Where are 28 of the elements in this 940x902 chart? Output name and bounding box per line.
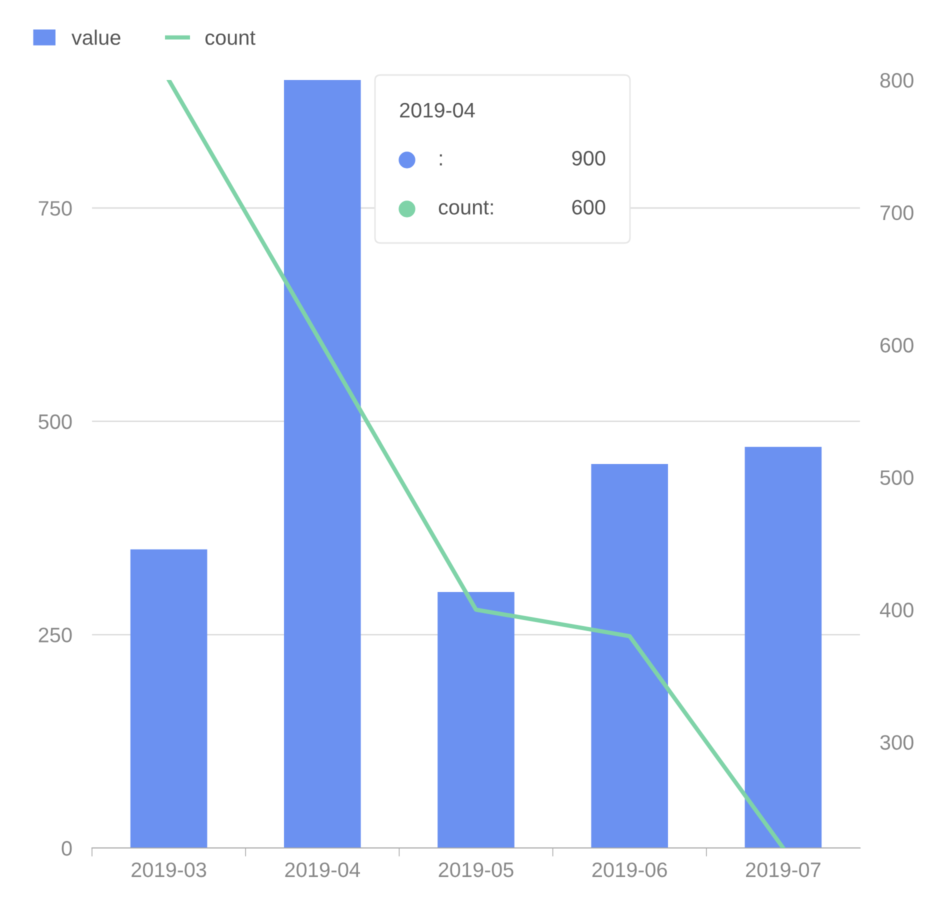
y2-tick-label: 500 bbox=[880, 470, 914, 485]
annotation: 900 bbox=[572, 150, 606, 166]
x-tick-label: 2019-04 bbox=[285, 862, 360, 878]
y2-tick-label: 400 bbox=[880, 602, 914, 618]
bar bbox=[744, 446, 822, 848]
y-tick-label: 500 bbox=[38, 414, 72, 430]
legend-label: value bbox=[72, 30, 120, 45]
bar bbox=[130, 549, 208, 848]
annotation: 600 bbox=[572, 200, 606, 215]
annotation: count: bbox=[438, 200, 493, 215]
y-tick-label: 750 bbox=[38, 201, 72, 216]
line-series bbox=[166, 80, 786, 848]
y2-tick-label: 300 bbox=[880, 735, 914, 750]
y2-tick-label: 600 bbox=[880, 338, 914, 353]
x-tick-label: 2019-07 bbox=[746, 862, 820, 878]
y-tick-label: 250 bbox=[38, 628, 72, 642]
bar bbox=[591, 464, 668, 848]
y2-tick-label: 700 bbox=[880, 205, 914, 220]
y2-tick-label: 800 bbox=[880, 73, 914, 88]
x-tick-label: 2019-06 bbox=[592, 862, 667, 878]
x-tick-label: 2019-05 bbox=[438, 862, 514, 878]
bar bbox=[438, 592, 514, 848]
annotation: 2019-04 bbox=[400, 102, 475, 118]
x-tick-label: 2019-03 bbox=[132, 862, 206, 878]
y-tick-label: 0 bbox=[62, 841, 72, 856]
bar bbox=[284, 80, 361, 848]
legend-label: count bbox=[205, 31, 256, 45]
annotation: : bbox=[440, 154, 442, 166]
